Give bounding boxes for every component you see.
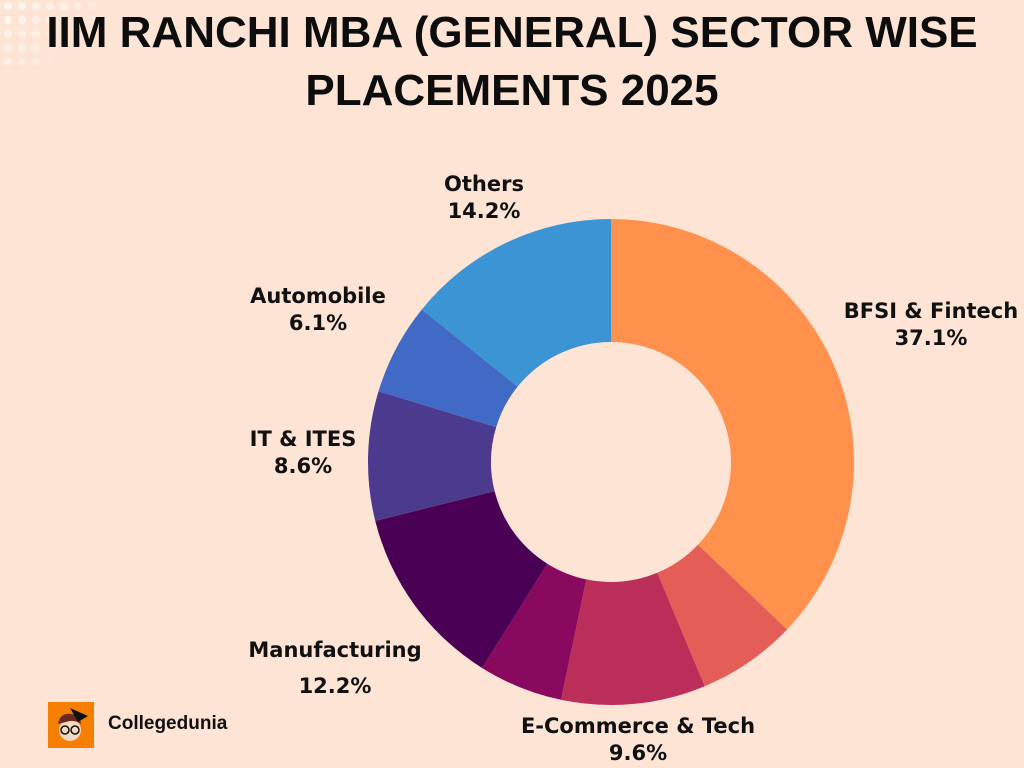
decorative-dot [46, 44, 54, 52]
decorative-dot [18, 2, 26, 10]
slice-unlabeled-1 [657, 544, 788, 687]
decorative-dot [46, 2, 54, 10]
decorative-dot [74, 30, 82, 38]
slice-it-ites [368, 391, 497, 521]
decorative-dot [32, 58, 40, 66]
decorative-dot [32, 44, 40, 52]
slice-automobile [378, 309, 518, 428]
slice-unlabeled-3 [482, 563, 587, 700]
label-automobile: Automobile 6.1% [250, 284, 386, 335]
decorative-dot [18, 30, 26, 38]
decorative-dot [4, 2, 12, 10]
decorative-dot [74, 16, 82, 24]
decorative-dot [4, 44, 12, 52]
decorative-dot [18, 58, 26, 66]
decorative-dot [32, 16, 40, 24]
decorative-dot [46, 58, 54, 66]
decorative-dot [88, 2, 96, 10]
decorative-dot [88, 16, 96, 24]
slice-e-commerce-tech [560, 572, 705, 705]
decorative-dot [18, 44, 26, 52]
decorative-dot [46, 30, 54, 38]
decorative-dot [60, 44, 68, 52]
decorative-dot [4, 30, 12, 38]
collegedunia-logo [48, 702, 94, 748]
decorative-dot [60, 16, 68, 24]
label-bfsi: BFSI & Fintech 37.1% [843, 299, 1019, 350]
student-avatar-icon [58, 708, 88, 741]
label-others: Others 14.2% [444, 172, 524, 223]
decorative-dot [74, 2, 82, 10]
decorative-dot [18, 16, 26, 24]
label-it-ites: IT & ITES 8.6% [249, 427, 357, 478]
label-manufacturing: Manufacturing 12.2% [248, 638, 422, 698]
brand-name: Collegedunia [108, 713, 228, 734]
slice-others [421, 219, 611, 387]
label-ecommerce: E-Commerce & Tech 9.6% [520, 714, 756, 765]
slice-manufacturing [375, 491, 548, 668]
decorative-dot [4, 16, 12, 24]
chart-title: IIM RANCHI MBA (GENERAL) SECTOR WISE PLA… [46, 8, 978, 115]
decorative-dot [4, 58, 12, 66]
slice-bfsi-fintech [611, 219, 854, 630]
decorative-dots [4, 2, 96, 66]
decorative-dot [32, 30, 40, 38]
decorative-dot [46, 16, 54, 24]
decorative-dot [60, 2, 68, 10]
decorative-dot [60, 30, 68, 38]
decorative-dot [32, 2, 40, 10]
